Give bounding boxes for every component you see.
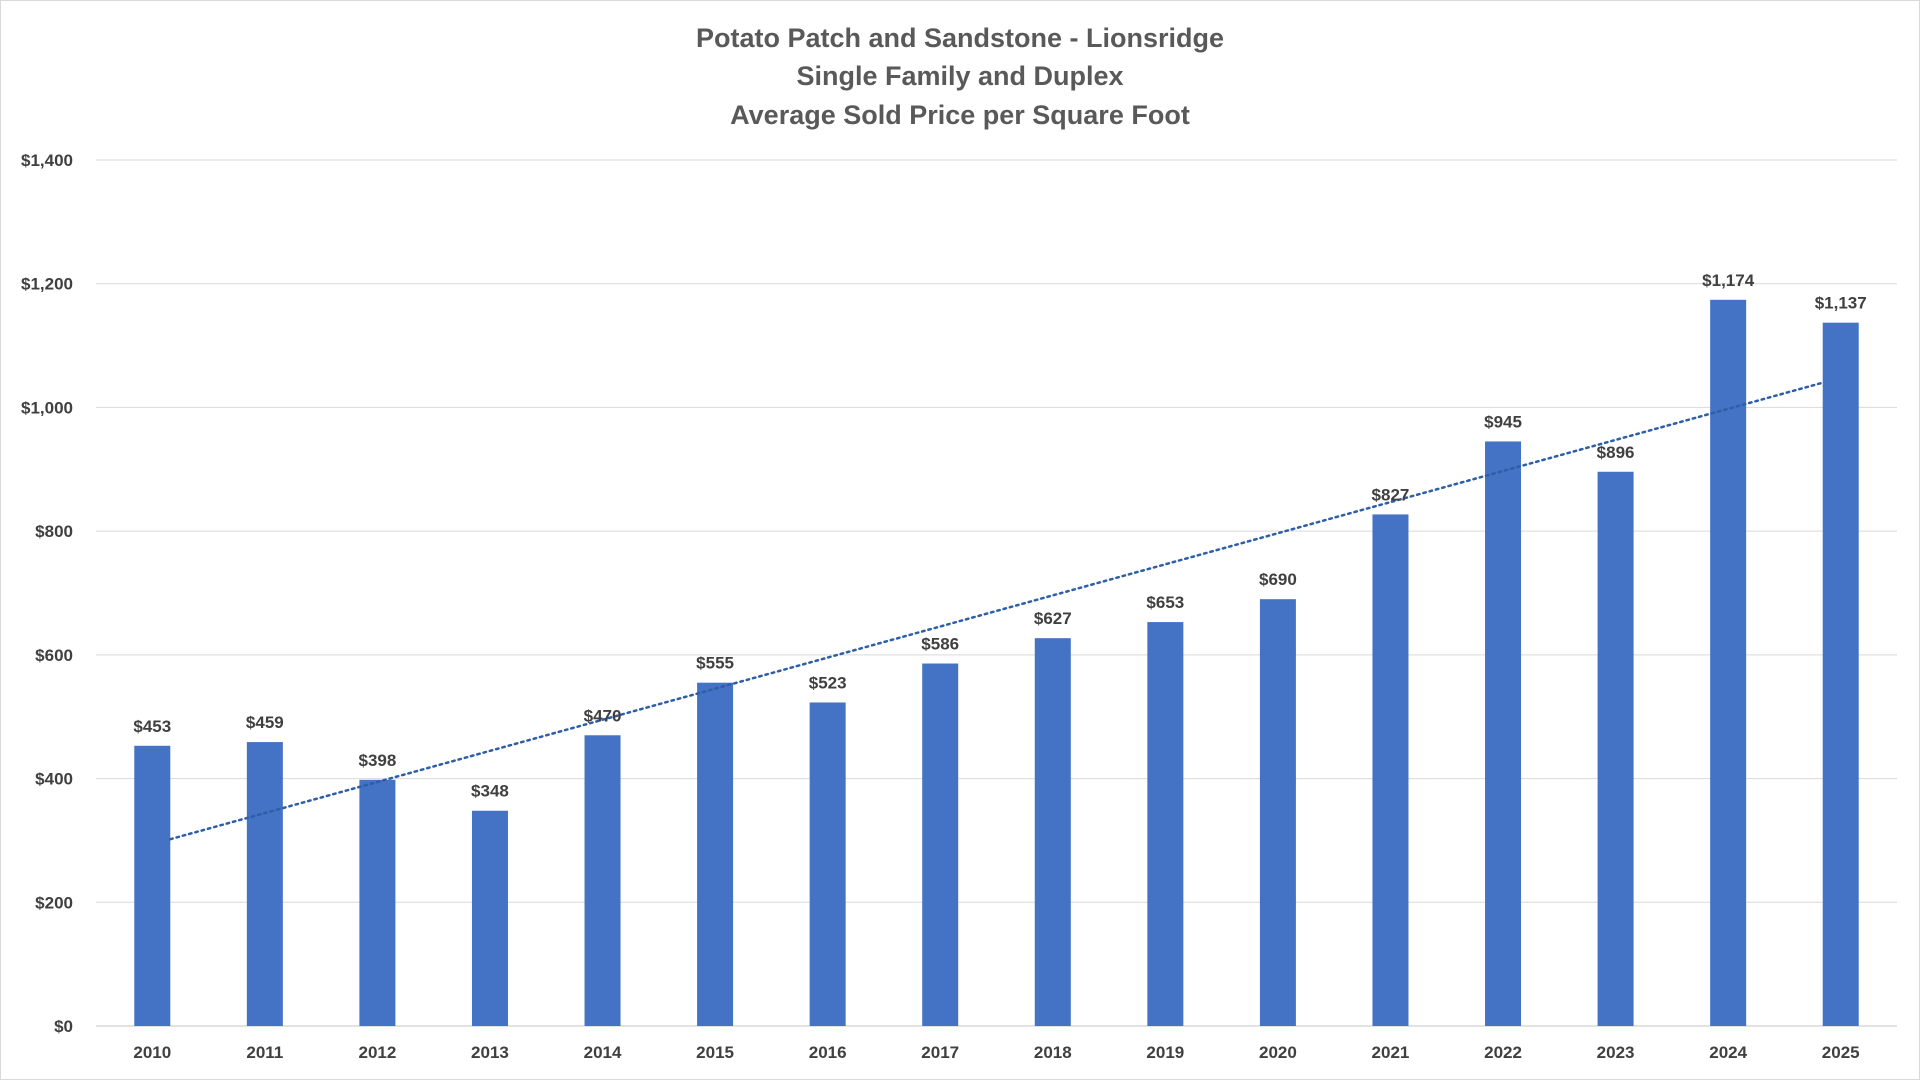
y-tick-label: $1,000 — [21, 398, 73, 417]
bar-2011 — [246, 742, 283, 1026]
data-label-2024: $1,174 — [1702, 271, 1755, 290]
bar-2010 — [134, 745, 171, 1026]
gridlines — [96, 159, 1897, 1027]
data-label-2011: $459 — [246, 713, 284, 732]
x-tick-label: 2016 — [809, 1043, 847, 1062]
data-label-2022: $945 — [1484, 412, 1522, 431]
y-tick-label: $400 — [35, 770, 73, 789]
x-tick-label: 2010 — [133, 1043, 171, 1062]
x-tick-label: 2022 — [1484, 1043, 1522, 1062]
bar-2020 — [1259, 599, 1296, 1026]
x-tick-label: 2024 — [1709, 1043, 1747, 1062]
y-tick-label: $600 — [35, 646, 73, 665]
trendline-group — [169, 381, 1824, 841]
x-tick-label: 2023 — [1597, 1043, 1635, 1062]
data-label-2025: $1,137 — [1815, 294, 1867, 313]
y-tick-label: $200 — [35, 893, 73, 912]
data-label-2015: $555 — [696, 654, 734, 673]
bar-2015 — [697, 682, 734, 1026]
trendline — [169, 381, 1824, 841]
bar-2012 — [359, 779, 396, 1026]
chart-title-line-2: Single Family and Duplex — [796, 61, 1123, 91]
chart-title-line-1: Potato Patch and Sandstone - Lionsridge — [696, 23, 1224, 53]
x-tick-label: 2012 — [358, 1043, 396, 1062]
bar-2013 — [471, 810, 508, 1026]
data-label-2018: $627 — [1034, 609, 1072, 628]
bar-2025 — [1822, 322, 1859, 1026]
bar-2016 — [809, 702, 846, 1026]
x-tick-label: 2025 — [1822, 1043, 1860, 1062]
x-tick-label: 2013 — [471, 1043, 509, 1062]
data-label-2014: $470 — [584, 706, 622, 725]
bars — [134, 299, 1859, 1027]
data-label-2010: $453 — [133, 717, 171, 736]
y-tick-label: $1,200 — [21, 275, 73, 294]
bar-2023 — [1597, 471, 1634, 1026]
bar-2014 — [584, 735, 621, 1026]
y-tick-label: $1,400 — [21, 151, 73, 170]
bar-2018 — [1034, 638, 1071, 1026]
x-tick-label: 2011 — [246, 1043, 283, 1062]
bar-2017 — [922, 663, 959, 1026]
data-label-2023: $896 — [1597, 443, 1635, 462]
x-tick-label: 2021 — [1372, 1043, 1410, 1062]
x-tick-label: 2020 — [1259, 1043, 1297, 1062]
chart-title: Potato Patch and Sandstone - Lionsridge … — [696, 23, 1224, 130]
data-label-2016: $523 — [809, 673, 847, 692]
x-tick-label: 2015 — [696, 1043, 734, 1062]
data-label-2021: $827 — [1372, 485, 1410, 504]
x-axis: 2010 2011 2012 2013 2014 2015 2016 2017 2018 2019… — [133, 1043, 1859, 1062]
x-tick-label: 2019 — [1146, 1043, 1184, 1062]
data-label-2019: $653 — [1146, 593, 1184, 612]
bar-2021 — [1372, 514, 1409, 1026]
y-tick-label: $800 — [35, 522, 73, 541]
data-label-2017: $586 — [921, 635, 959, 654]
data-labels: $453 $459 $398 $348 $470 $555 $523 $586 $627 $653… — [133, 271, 1866, 801]
bar-2019 — [1147, 622, 1184, 1026]
data-label-2020: $690 — [1259, 570, 1297, 589]
x-tick-label: 2017 — [921, 1043, 959, 1062]
chart-title-line-3: Average Sold Price per Square Foot — [730, 100, 1190, 130]
y-axis: $0 $200 $400 $600 $800 $1,000 $1,200 $1,400 — [21, 151, 73, 1036]
data-label-2012: $398 — [358, 751, 396, 770]
bar-2024 — [1710, 299, 1747, 1027]
bar-2022 — [1485, 441, 1522, 1026]
data-label-2013: $348 — [471, 782, 509, 801]
x-tick-label: 2018 — [1034, 1043, 1072, 1062]
x-tick-label: 2014 — [584, 1043, 622, 1062]
y-tick-label: $0 — [54, 1017, 73, 1036]
